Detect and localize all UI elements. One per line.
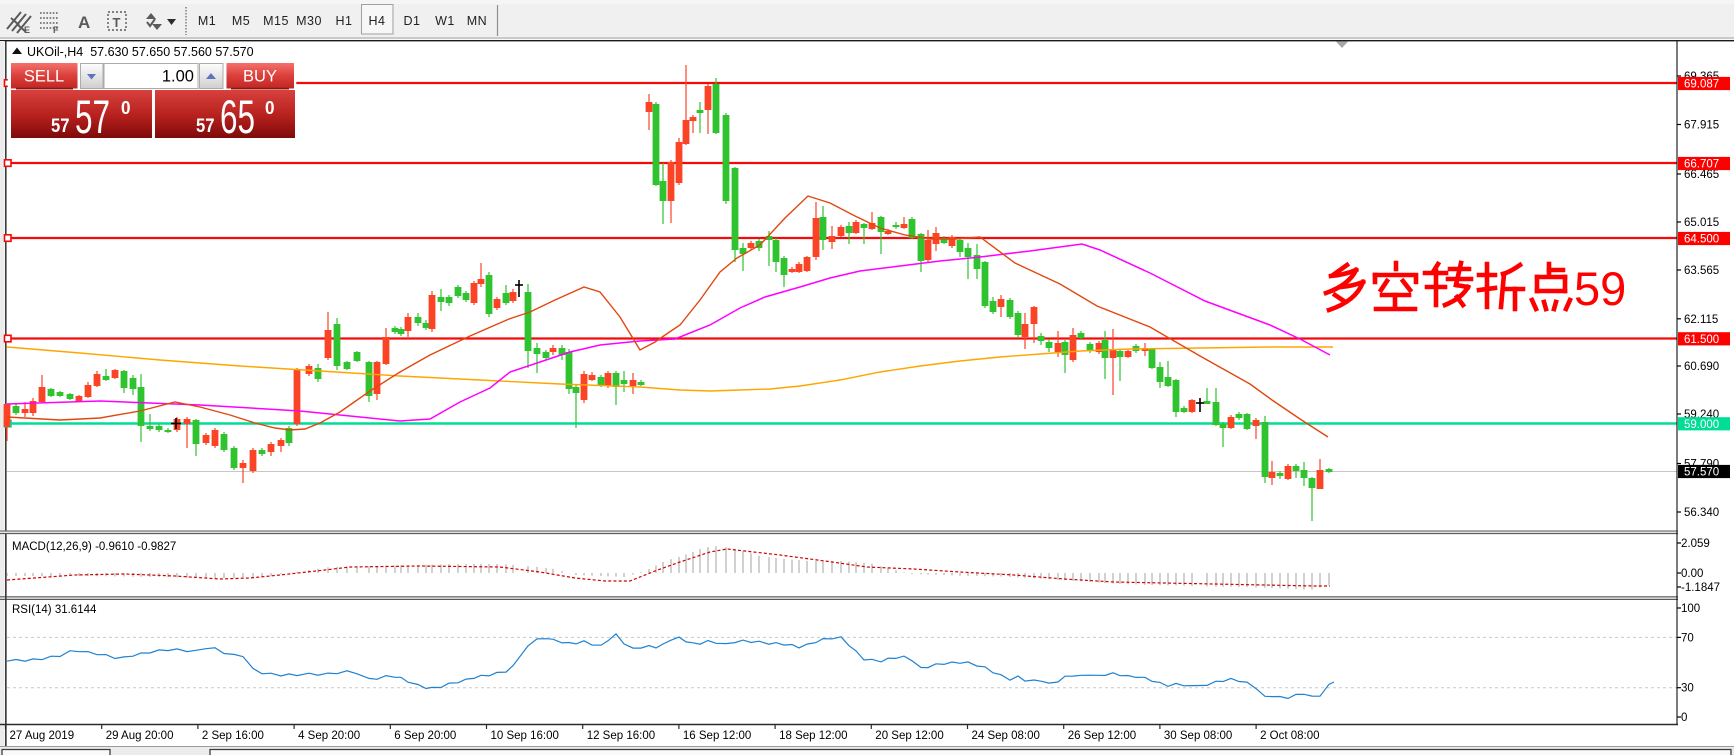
svg-text:F: F xyxy=(53,25,59,35)
svg-text:57.570: 57.570 xyxy=(1684,467,1719,479)
svg-text:66.465: 66.465 xyxy=(1684,169,1719,181)
svg-text:-1.1847: -1.1847 xyxy=(1681,582,1720,594)
svg-text:10 Sep 16:00: 10 Sep 16:00 xyxy=(491,730,559,742)
svg-text:24 Sep 08:00: 24 Sep 08:00 xyxy=(972,730,1040,742)
svg-text:65: 65 xyxy=(220,90,255,143)
svg-text:26 Sep 12:00: 26 Sep 12:00 xyxy=(1068,730,1136,742)
svg-text:100: 100 xyxy=(1681,603,1700,615)
svg-text:65.015: 65.015 xyxy=(1684,217,1719,229)
svg-text:D1: D1 xyxy=(404,14,421,28)
svg-text:T: T xyxy=(113,15,121,30)
svg-text:57: 57 xyxy=(75,90,110,143)
svg-text:64.500: 64.500 xyxy=(1684,234,1719,246)
svg-text:69.087: 69.087 xyxy=(1684,79,1719,91)
svg-text:H1: H1 xyxy=(336,14,353,28)
svg-text:0: 0 xyxy=(265,98,275,118)
svg-text:0: 0 xyxy=(121,98,131,118)
svg-text:0: 0 xyxy=(1681,712,1687,724)
svg-text:66.707: 66.707 xyxy=(1684,159,1719,171)
svg-text:59.000: 59.000 xyxy=(1684,419,1719,431)
svg-text:67.915: 67.915 xyxy=(1684,120,1719,132)
svg-text:30 Sep 08:00: 30 Sep 08:00 xyxy=(1164,730,1232,742)
svg-text:RSI(14) 31.6144: RSI(14) 31.6144 xyxy=(12,604,97,616)
svg-text:56.340: 56.340 xyxy=(1684,507,1719,519)
svg-text:1.00: 1.00 xyxy=(162,68,194,86)
svg-text:61.500: 61.500 xyxy=(1684,334,1719,346)
svg-text:MN: MN xyxy=(467,14,487,28)
svg-text:M30: M30 xyxy=(296,14,322,28)
svg-text:E: E xyxy=(24,25,30,35)
svg-text:M1: M1 xyxy=(198,14,216,28)
svg-text:29 Aug 20:00: 29 Aug 20:00 xyxy=(106,730,174,742)
svg-text:UKOil-,H4 57.630 57.650 57.56: UKOil-,H4 57.630 57.650 57.560 57.570 xyxy=(27,45,254,59)
svg-text:59: 59 xyxy=(1574,262,1626,315)
svg-text:2 Sep 16:00: 2 Sep 16:00 xyxy=(202,730,264,742)
svg-text:18 Sep 12:00: 18 Sep 12:00 xyxy=(779,730,847,742)
svg-text:W1: W1 xyxy=(435,14,455,28)
svg-text:2 Oct 08:00: 2 Oct 08:00 xyxy=(1260,730,1319,742)
svg-text:6 Sep 20:00: 6 Sep 20:00 xyxy=(394,730,456,742)
svg-text:57: 57 xyxy=(196,116,215,137)
svg-text:70: 70 xyxy=(1681,632,1694,644)
svg-text:M5: M5 xyxy=(232,14,250,28)
svg-text:2.059: 2.059 xyxy=(1681,538,1710,550)
svg-text:63.565: 63.565 xyxy=(1684,265,1719,277)
svg-text:MACD(12,26,9) -0.9610 -0.9827: MACD(12,26,9) -0.9610 -0.9827 xyxy=(12,541,176,553)
svg-text:4 Sep 20:00: 4 Sep 20:00 xyxy=(298,730,360,742)
svg-text:16 Sep 12:00: 16 Sep 12:00 xyxy=(683,730,751,742)
svg-text:12 Sep 16:00: 12 Sep 16:00 xyxy=(587,730,655,742)
svg-text:57: 57 xyxy=(51,116,70,137)
svg-text:SELL: SELL xyxy=(24,68,64,86)
svg-text:BUY: BUY xyxy=(243,68,277,86)
svg-text:30: 30 xyxy=(1681,683,1694,695)
svg-text:62.115: 62.115 xyxy=(1684,314,1718,326)
svg-text:27 Aug 2019: 27 Aug 2019 xyxy=(10,730,75,742)
svg-text:60.690: 60.690 xyxy=(1684,361,1719,373)
svg-text:0.00: 0.00 xyxy=(1681,568,1703,580)
svg-text:M15: M15 xyxy=(263,14,289,28)
svg-text:A: A xyxy=(78,13,90,32)
svg-text:H4: H4 xyxy=(369,14,386,28)
svg-text:20 Sep 12:00: 20 Sep 12:00 xyxy=(875,730,943,742)
